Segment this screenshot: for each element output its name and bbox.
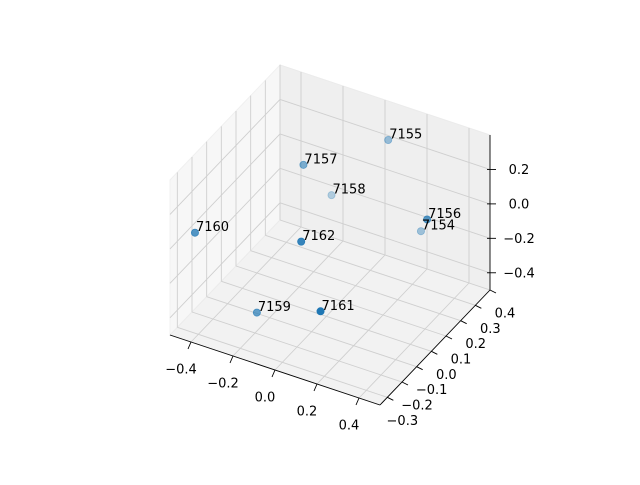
z-tick-label: 0.0 <box>509 197 530 212</box>
z-tick-label: −0.2 <box>503 232 535 247</box>
data-point <box>297 237 306 246</box>
y-gridline <box>235 265 447 337</box>
data-point <box>316 307 325 316</box>
point-label: 7162 <box>302 229 335 244</box>
y-tick <box>387 396 394 401</box>
y-tick-label: 0.2 <box>465 337 486 352</box>
z-gridline <box>279 133 491 205</box>
y-tick-label: 0.0 <box>436 368 457 383</box>
y-tick-label: −0.1 <box>416 383 448 398</box>
x-tick-label: −0.4 <box>165 363 197 378</box>
y-tick <box>431 350 438 355</box>
y-tick <box>489 289 497 294</box>
point-label: 7158 <box>333 183 366 198</box>
x-gridline <box>274 254 386 371</box>
z-gridline <box>279 167 491 239</box>
data-point <box>423 215 432 224</box>
y-tick-label: −0.2 <box>401 399 433 414</box>
x-tick <box>187 341 192 350</box>
z-gridline <box>169 202 281 319</box>
z-tick-label: 0.2 <box>509 163 530 178</box>
z-gridline <box>169 168 281 284</box>
y-tick-label: 0.4 <box>495 307 516 322</box>
y-gridline <box>221 280 432 352</box>
data-point <box>190 228 199 237</box>
z-gridline <box>279 202 491 274</box>
point-label: 7160 <box>196 220 229 235</box>
x-tick-label: 0.2 <box>297 405 318 420</box>
x-gridline <box>358 282 470 399</box>
point-label: 7161 <box>322 299 355 314</box>
z-gridline <box>169 133 281 250</box>
y-tick-label: 0.3 <box>480 322 501 337</box>
y-axis-line <box>379 289 491 406</box>
y-tick <box>475 304 482 309</box>
point-label: 7155 <box>389 128 422 143</box>
y-gridline <box>279 219 491 291</box>
data-point <box>252 308 261 317</box>
z-gridline <box>279 99 491 170</box>
y-tick <box>401 381 409 386</box>
y-tick-label: −0.3 <box>387 414 419 429</box>
x-gridline <box>190 226 302 343</box>
y-gridline <box>191 311 403 383</box>
y-gridline <box>265 234 476 306</box>
y-tick <box>416 366 423 371</box>
point-label: 7156 <box>428 207 461 222</box>
x-tick-label: 0.0 <box>255 391 276 406</box>
point-label: 7154 <box>422 219 455 234</box>
x-gridline <box>232 240 344 357</box>
x-tick <box>271 369 276 378</box>
point-label: 7157 <box>304 152 337 167</box>
x-tick <box>313 383 318 392</box>
x-tick <box>355 397 360 406</box>
y-gridline <box>250 250 461 322</box>
y-tick <box>460 320 467 325</box>
data-point <box>416 227 425 236</box>
y-tick-label: 0.1 <box>451 353 472 368</box>
point-label: 7159 <box>258 300 291 315</box>
data-point <box>299 160 308 169</box>
z-tick-label: −0.4 <box>503 266 535 281</box>
z-gridline <box>169 99 281 215</box>
y-gridline <box>177 326 388 398</box>
y-gridline <box>206 296 417 368</box>
x-tick <box>229 355 234 364</box>
data-point <box>384 136 393 145</box>
y-tick <box>445 335 453 340</box>
x-gridline <box>316 268 428 385</box>
data-point <box>327 191 336 200</box>
x-tick-label: −0.2 <box>207 377 239 392</box>
x-tick-label: 0.4 <box>339 419 360 434</box>
